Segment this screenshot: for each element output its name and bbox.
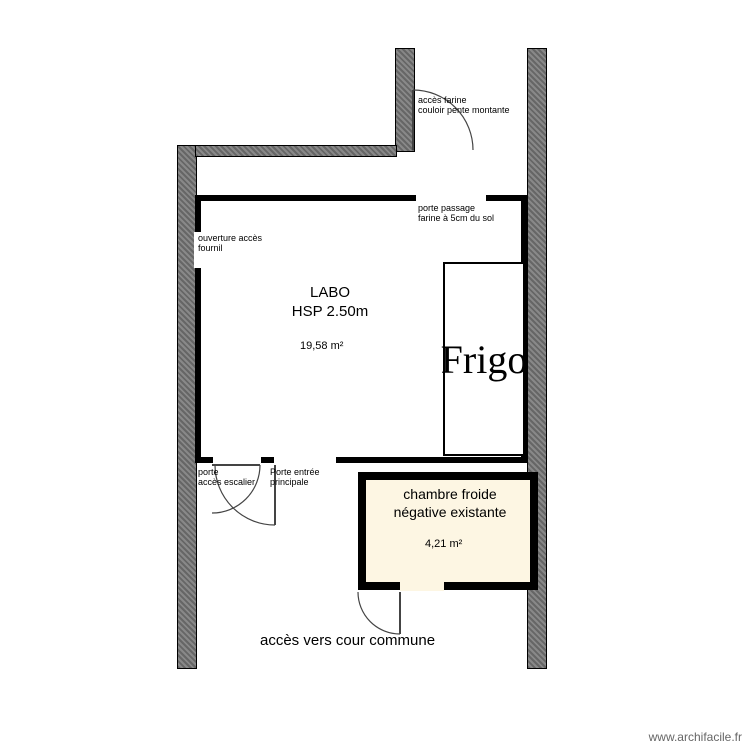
label-porte-entree: Porte entréeprincipale [270, 468, 320, 488]
label-porte-passage-text: porte passagefarine à 5cm du sol [418, 203, 494, 223]
label-porte-entree-text: Porte entréeprincipale [270, 467, 320, 487]
label-acces-farine-text: accès farinecouloir pente montante [418, 95, 510, 115]
label-ouverture: ouverture accèsfournil [198, 234, 262, 254]
label-porte-escalier: porteaccès escalier [198, 468, 255, 488]
watermark: www.archifacile.fr [649, 730, 742, 744]
label-porte-escalier-text: porteaccès escalier [198, 467, 255, 487]
label-ouverture-text: ouverture accèsfournil [198, 233, 262, 253]
label-acces-cour: accès vers cour commune [260, 632, 435, 649]
door-cold-arc [358, 592, 400, 634]
label-porte-passage: porte passagefarine à 5cm du sol [418, 204, 494, 224]
label-acces-farine: accès farinecouloir pente montante [418, 96, 510, 116]
